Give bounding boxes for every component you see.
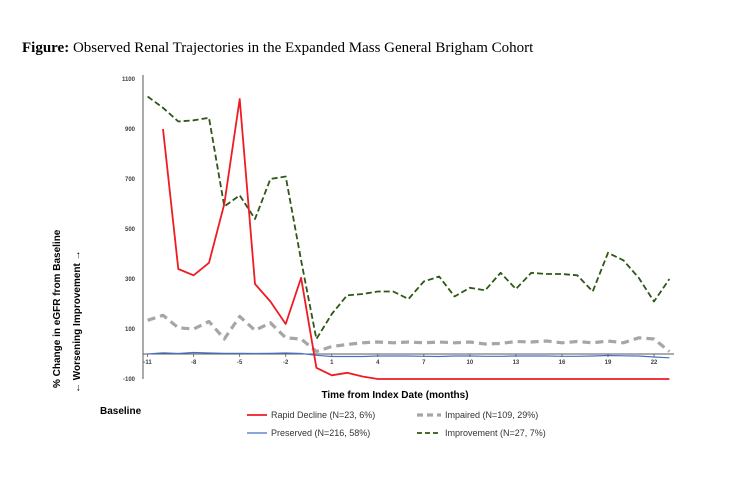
legend-item-preserved: Preserved (N=216, 58%) <box>246 428 370 438</box>
baseline-label: Baseline <box>100 406 142 417</box>
figure-title: Figure: Observed Renal Trajectories in t… <box>22 40 533 57</box>
figure-title-text: Observed Renal Trajectories in the Expan… <box>69 40 534 56</box>
y-tick-label: 900 <box>125 127 136 133</box>
legend-label-impaired: Impaired (N=109, 29%) <box>445 410 539 420</box>
y-axis-label-line-2: ← Worsening Improvement → <box>72 250 83 393</box>
legend-label-preserved: Preserved (N=216, 58%) <box>271 428 371 438</box>
series-line-improvement <box>147 95 671 340</box>
y-axis-label: % Change in eGFR from Baseline ← Worseni… <box>48 160 108 400</box>
legend-swatch-preserved <box>247 432 267 434</box>
x-tick-label: -11 <box>143 360 152 366</box>
chart-series <box>147 95 671 380</box>
x-tick-label: 22 <box>651 360 658 366</box>
x-tick-label: -2 <box>283 360 289 366</box>
legend-swatch-rapid-decline <box>247 414 267 416</box>
y-tick-label: 700 <box>125 177 136 183</box>
legend-swatch-improvement <box>417 432 441 434</box>
legend-item-rapid-decline: Rapid Decline (N=23, 6%) <box>246 410 375 420</box>
series-line-preserved <box>147 351 670 359</box>
chart-axes <box>142 75 674 379</box>
y-tick-label: 300 <box>125 277 136 283</box>
legend-item-impaired: Impaired (N=109, 29%) <box>416 410 538 420</box>
x-tick-label: 19 <box>605 360 612 366</box>
x-tick-label: -8 <box>191 360 197 366</box>
y-tick-label: 100 <box>125 327 136 333</box>
x-tick-label: 16 <box>559 360 566 366</box>
x-tick-label: -5 <box>237 360 243 366</box>
x-tick-label: 7 <box>422 360 426 366</box>
figure-title-bold: Figure: <box>22 40 70 56</box>
x-tick-label: 4 <box>376 360 380 366</box>
legend-item-improvement: Improvement (N=27, 7%) <box>416 428 546 438</box>
x-tick-label: 13 <box>513 360 520 366</box>
y-tick-label: 500 <box>125 227 136 233</box>
legend-label-improvement: Improvement (N=27, 7%) <box>445 428 546 438</box>
legend-label-rapid-decline: Rapid Decline (N=23, 6%) <box>271 410 376 420</box>
x-tick-label: 10 <box>467 360 474 366</box>
series-line-impaired <box>147 313 671 354</box>
y-tick-label: 1100 <box>122 77 136 83</box>
chart-ticks: -100 100 300 500 700 900 1100 -11 -8 -5 -2 1 4 7 10 13 1… <box>122 77 658 383</box>
x-tick-label: 1 <box>330 360 334 366</box>
y-axis-label-line-1: % Change in eGFR from Baseline <box>52 229 63 388</box>
y-tick-label: -100 <box>123 377 136 383</box>
legend-swatch-impaired <box>417 413 441 417</box>
series-line-rapid <box>162 98 670 380</box>
x-axis-label: Time from Index Date (months) <box>321 390 468 401</box>
